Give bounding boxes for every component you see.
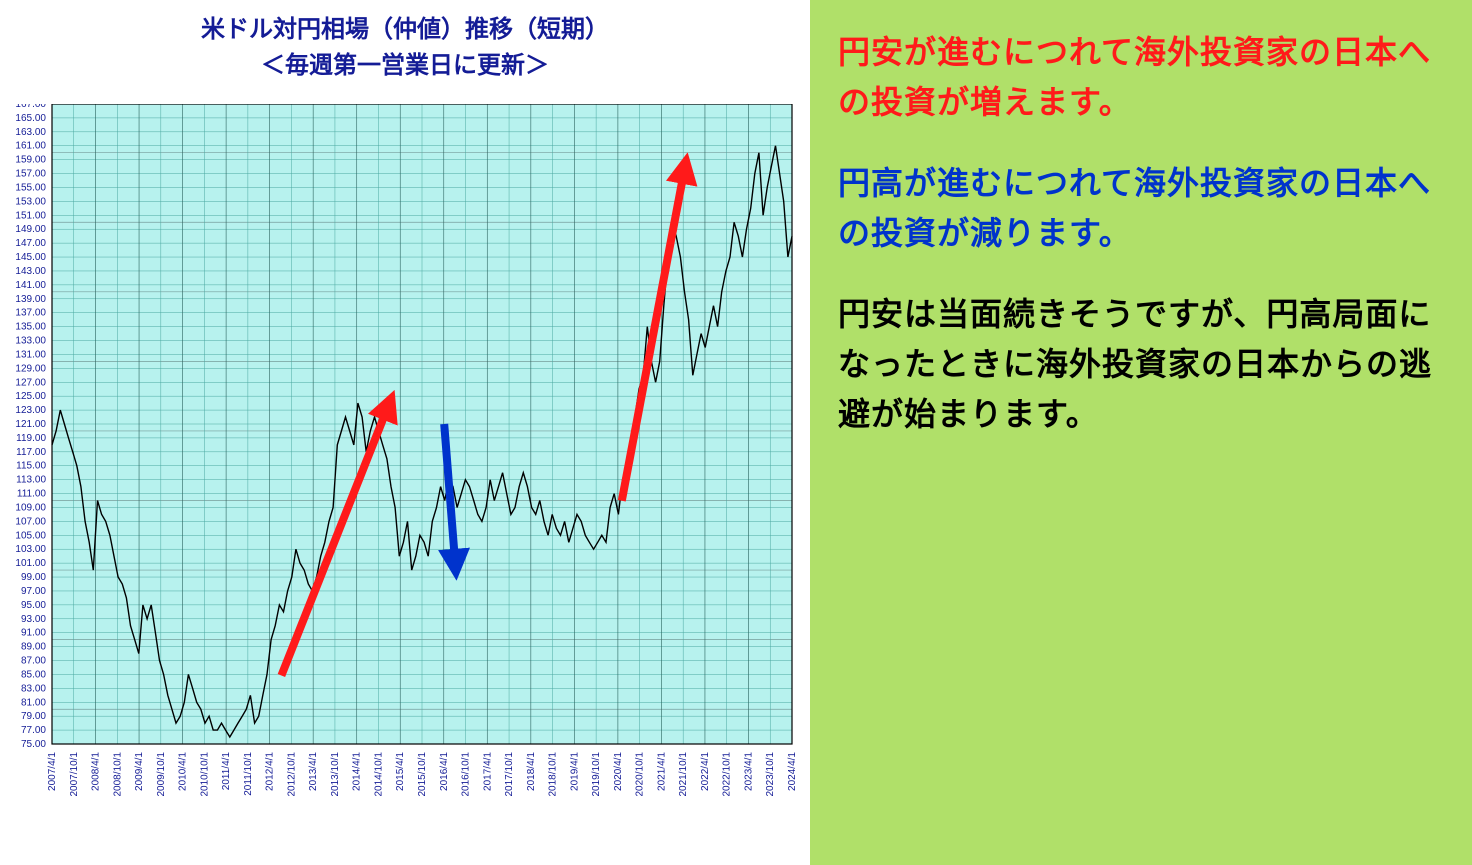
y-tick-label: 105.00: [15, 530, 46, 541]
y-tick-label: 141.00: [15, 280, 46, 291]
y-tick-label: 131.00: [15, 349, 46, 360]
x-tick-label: 2012/4/1: [265, 752, 276, 791]
x-tick-label: 2023/4/1: [743, 752, 754, 791]
x-tick-label: 2012/10/1: [286, 752, 297, 797]
y-tick-label: 109.00: [15, 502, 46, 513]
y-tick-label: 149.00: [15, 224, 46, 235]
y-tick-label: 145.00: [15, 252, 46, 263]
y-tick-label: 79.00: [21, 711, 46, 722]
y-tick-label: 153.00: [15, 196, 46, 207]
y-tick-label: 129.00: [15, 363, 46, 374]
x-tick-label: 2020/4/1: [613, 752, 624, 791]
y-tick-label: 77.00: [21, 725, 46, 736]
x-tick-label: 2017/10/1: [504, 752, 515, 797]
y-tick-label: 75.00: [21, 739, 46, 750]
text-panel: 円安が進むにつれて海外投資家の日本への投資が増えます。円高が進むにつれて海外投資…: [810, 0, 1472, 865]
y-tick-label: 119.00: [16, 433, 46, 444]
y-tick-label: 89.00: [21, 642, 46, 653]
y-tick-label: 161.00: [15, 141, 46, 152]
y-tick-label: 93.00: [21, 614, 46, 625]
x-tick-label: 2021/4/1: [656, 752, 667, 791]
y-tick-label: 165.00: [15, 113, 46, 124]
chart-panel: 米ドル対円相場（仲値）推移（短期） ＜毎週第一営業日に更新＞ 75.00 77.0…: [0, 0, 810, 865]
x-tick-label: 2011/4/1: [221, 752, 232, 791]
chart-title-line1: 米ドル対円相場（仲値）推移（短期）: [201, 16, 609, 43]
chart-svg: 75.00 77.00 79.00 81.00 83.00 85.00 87.00 89.00…: [0, 104, 810, 865]
y-tick-label: 167.00: [15, 104, 46, 110]
x-tick-label: 2021/10/1: [678, 752, 689, 797]
y-tick-label: 111.00: [17, 489, 47, 500]
y-tick-label: 95.00: [21, 600, 46, 611]
commentary-paragraph-2: 円安は当面続きそうですが、円高局面になったときに海外投資家の日本からの逃避が始ま…: [838, 290, 1448, 439]
y-tick-label: 87.00: [21, 656, 46, 667]
x-tick-label: 2010/10/1: [199, 752, 210, 797]
y-tick-label: 99.00: [21, 572, 46, 583]
y-tick-label: 125.00: [15, 391, 46, 402]
x-tick-label: 2013/4/1: [308, 752, 319, 791]
y-tick-label: 139.00: [15, 294, 46, 305]
y-tick-label: 85.00: [21, 669, 46, 680]
x-tick-label: 2010/4/1: [178, 752, 189, 791]
y-tick-label: 103.00: [15, 544, 46, 555]
y-tick-label: 101.00: [15, 558, 46, 569]
x-tick-label: 2018/4/1: [526, 752, 537, 791]
x-tick-label: 2007/10/1: [69, 752, 80, 797]
x-tick-label: 2019/10/1: [591, 752, 602, 797]
y-tick-label: 113.00: [16, 475, 46, 486]
commentary-paragraph-1: 円高が進むにつれて海外投資家の日本への投資が減ります。: [838, 159, 1448, 258]
y-tick-label: 147.00: [15, 238, 46, 249]
chart-title: 米ドル対円相場（仲値）推移（短期） ＜毎週第一営業日に更新＞: [0, 0, 810, 84]
x-tick-label: 2015/10/1: [417, 752, 428, 797]
x-tick-label: 2023/10/1: [765, 752, 776, 797]
y-tick-label: 135.00: [15, 322, 46, 333]
y-tick-label: 117.00: [16, 447, 46, 458]
y-tick-label: 143.00: [15, 266, 46, 277]
x-tick-label: 2016/10/1: [461, 752, 472, 797]
x-tick-label: 2022/10/1: [722, 752, 733, 797]
x-tick-label: 2008/10/1: [112, 752, 123, 797]
y-tick-label: 151.00: [15, 210, 46, 221]
y-tick-label: 107.00: [15, 516, 46, 527]
y-tick-label: 91.00: [21, 628, 46, 639]
x-tick-label: 2022/4/1: [700, 752, 711, 791]
y-tick-label: 163.00: [15, 127, 46, 138]
chart-title-line2: ＜毎週第一営業日に更新＞: [261, 52, 549, 79]
y-tick-label: 97.00: [21, 586, 46, 597]
x-tick-label: 2014/4/1: [352, 752, 363, 791]
x-tick-label: 2014/10/1: [373, 752, 384, 797]
y-tick-label: 127.00: [15, 377, 46, 388]
y-tick-label: 159.00: [15, 155, 46, 166]
x-tick-label: 2009/10/1: [156, 752, 167, 797]
y-tick-label: 83.00: [21, 683, 46, 694]
y-tick-label: 133.00: [15, 336, 46, 347]
y-tick-label: 137.00: [15, 308, 46, 319]
y-tick-label: 157.00: [15, 169, 46, 180]
x-tick-label: 2018/10/1: [548, 752, 559, 797]
x-tick-label: 2007/4/1: [47, 752, 58, 791]
x-tick-label: 2024/4/1: [787, 752, 798, 791]
y-tick-label: 81.00: [21, 697, 46, 708]
y-tick-label: 115.00: [16, 461, 46, 472]
y-tick-label: 123.00: [15, 405, 46, 416]
x-tick-label: 2020/10/1: [635, 752, 646, 797]
x-tick-label: 2015/4/1: [395, 752, 406, 791]
main-container: 米ドル対円相場（仲値）推移（短期） ＜毎週第一営業日に更新＞ 75.00 77.0…: [0, 0, 1472, 865]
y-tick-label: 155.00: [15, 182, 46, 193]
x-tick-label: 2009/4/1: [134, 752, 145, 791]
x-tick-label: 2013/10/1: [330, 752, 341, 797]
x-tick-label: 2019/4/1: [569, 752, 580, 791]
x-tick-label: 2008/4/1: [91, 752, 102, 791]
x-tick-label: 2017/4/1: [482, 752, 493, 791]
x-tick-label: 2016/4/1: [439, 752, 450, 791]
chart-area: 75.00 77.00 79.00 81.00 83.00 85.00 87.00 89.00…: [0, 104, 810, 865]
commentary-paragraph-0: 円安が進むにつれて海外投資家の日本への投資が増えます。: [838, 28, 1448, 127]
y-tick-label: 121.00: [15, 419, 46, 430]
x-tick-label: 2011/10/1: [243, 752, 254, 796]
